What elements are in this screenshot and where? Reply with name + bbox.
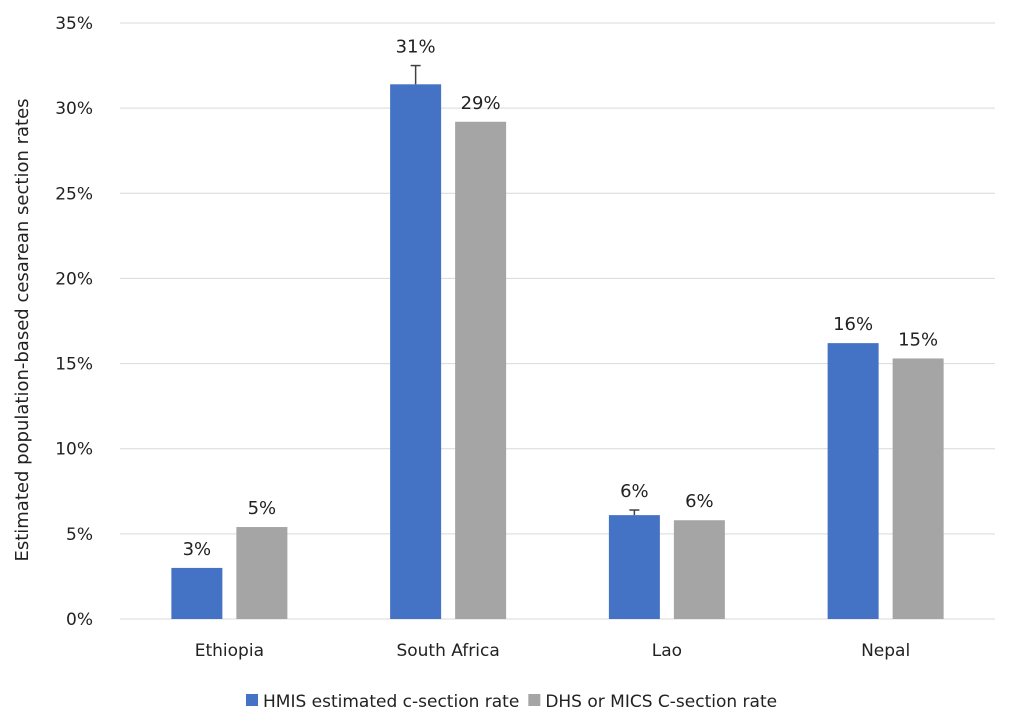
y-tick-label: 25% [55, 184, 93, 204]
data-label: 29% [461, 93, 501, 114]
data-label: 16% [833, 314, 873, 335]
data-label: 6% [620, 481, 649, 502]
data-label: 31% [396, 37, 436, 58]
y-tick-label: 5% [66, 525, 93, 545]
bar-hmis-nepal [827, 343, 879, 619]
bar-dhs-mics-nepal [892, 358, 944, 619]
bar-hmis-south-africa [390, 84, 442, 619]
data-label: 3% [183, 539, 212, 560]
legend: HMIS estimated c-section rate DHS or MICS… [246, 692, 777, 712]
y-tick-label: 20% [55, 269, 93, 289]
y-tick-label: 10% [55, 440, 93, 460]
data-label: 6% [685, 491, 714, 512]
y-tick-label: 15% [55, 355, 93, 375]
legend-label: HMIS estimated c-section rate [263, 692, 519, 712]
legend-swatch [246, 694, 258, 706]
data-label: 15% [898, 329, 938, 350]
x-tick-label: Nepal [861, 641, 910, 661]
y-tick-label: 0% [66, 610, 93, 630]
data-labels: 3% 5% 31% 29% 6% 6% 16% 15% [183, 37, 939, 560]
bar-hmis-ethiopia [171, 567, 223, 619]
bar-dhs-mics-lao [673, 520, 725, 619]
legend-label: DHS or MICS C-section rate [545, 692, 777, 712]
bar-hmis-lao [608, 515, 660, 619]
bars [171, 64, 944, 619]
x-tick-label: Lao [652, 641, 682, 661]
bar-dhs-mics-ethiopia [236, 527, 288, 619]
y-axis-title: Estimated population-based cesarean sect… [12, 98, 33, 561]
y-tick-label: 35% [55, 14, 93, 34]
x-tick-label: South Africa [396, 641, 499, 661]
bar-dhs-mics-south-africa [455, 121, 507, 619]
y-axis-tick-labels: 0% 5% 10% 15% 20% 25% 30% 35% [55, 14, 93, 630]
data-label: 5% [248, 498, 277, 519]
x-tick-label: Ethiopia [195, 641, 264, 661]
legend-swatch [528, 694, 541, 706]
y-tick-label: 30% [55, 99, 93, 119]
x-axis-category-labels: Ethiopia South Africa Lao Nepal [195, 641, 910, 661]
